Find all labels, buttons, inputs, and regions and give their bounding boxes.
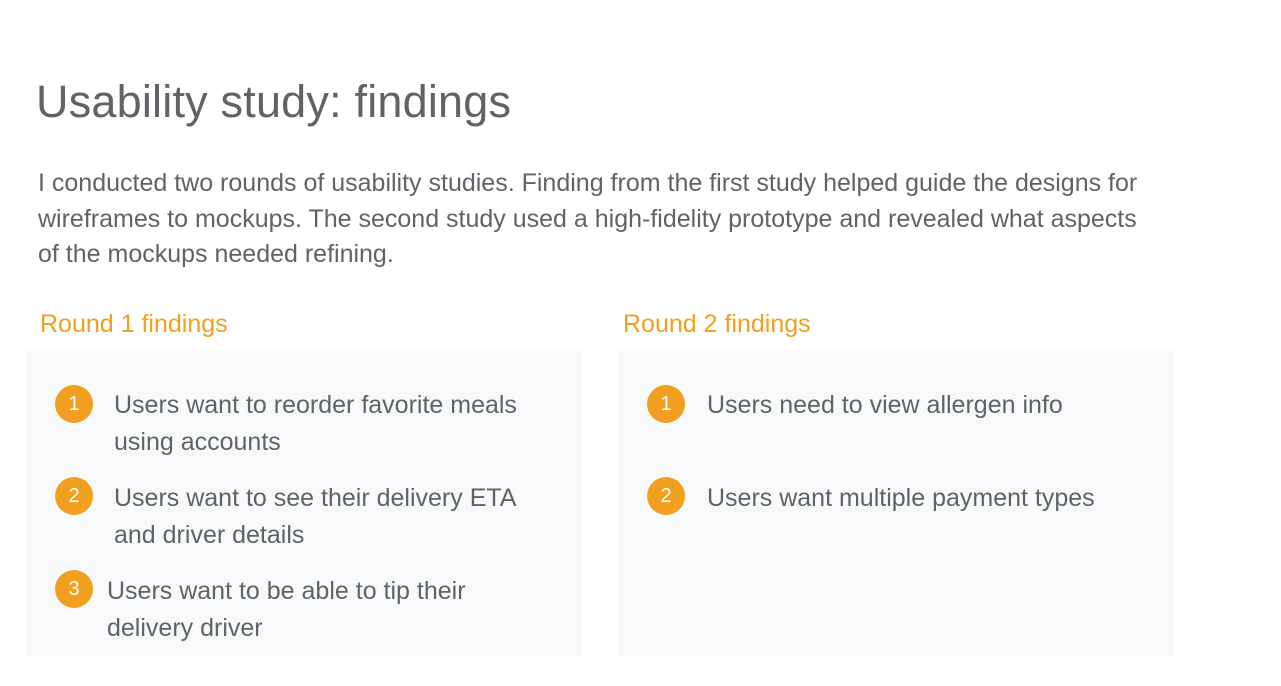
finding-line: and driver details (114, 520, 305, 549)
round-1-heading: Round 1 findings (40, 310, 228, 338)
intro-paragraph: I conducted two rounds of usability stud… (38, 169, 1138, 268)
finding-line: Users want multiple payment types (707, 484, 1095, 512)
number-badge: 1 (647, 385, 685, 423)
finding-text: Users need to view allergen info (707, 387, 1063, 424)
number-badge: 2 (55, 477, 93, 515)
finding-text: Users want to reorder favorite meals usi… (114, 387, 517, 460)
finding-text: Users want to be able to tip their deliv… (107, 573, 466, 646)
finding-line: Users want to reorder favorite meals (114, 391, 517, 419)
number-badge: 3 (55, 570, 93, 608)
round-2-panel (617, 351, 1175, 656)
finding-line: Users want to see their delivery ETA (114, 484, 517, 512)
finding-line: using accounts (114, 427, 281, 456)
finding-text: Users want to see their delivery ETA and… (114, 480, 516, 553)
page-title: Usability study: findings (36, 76, 512, 127)
finding-line: Users want to be able to tip their (107, 577, 466, 605)
finding-line: delivery driver (107, 613, 263, 642)
round-1-panel (25, 351, 583, 656)
finding-line: Users need to view allergen info (707, 391, 1063, 419)
finding-text: Users want multiple payment types (707, 480, 1095, 517)
round-2-heading: Round 2 findings (623, 310, 811, 338)
number-badge: 1 (55, 385, 93, 423)
number-badge: 2 (647, 477, 685, 515)
